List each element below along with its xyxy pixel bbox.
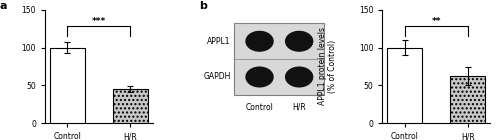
Bar [234,23,324,95]
Text: GAPDH: GAPDH [204,73,231,81]
Text: **: ** [432,17,441,26]
Text: H/R: H/R [292,103,306,112]
Ellipse shape [246,67,273,87]
Bar [387,48,422,123]
Bar [113,89,148,123]
Bar [50,48,84,123]
Ellipse shape [286,32,312,51]
Bar [450,76,485,123]
Ellipse shape [286,67,312,87]
Text: a: a [0,1,8,11]
Text: APPL1: APPL1 [208,37,231,46]
Text: b: b [199,1,206,11]
Ellipse shape [246,32,273,51]
Y-axis label: APPL1 protein levels
(% of Control): APPL1 protein levels (% of Control) [318,27,337,106]
Text: ***: *** [92,17,106,26]
Text: Control: Control [246,103,274,112]
